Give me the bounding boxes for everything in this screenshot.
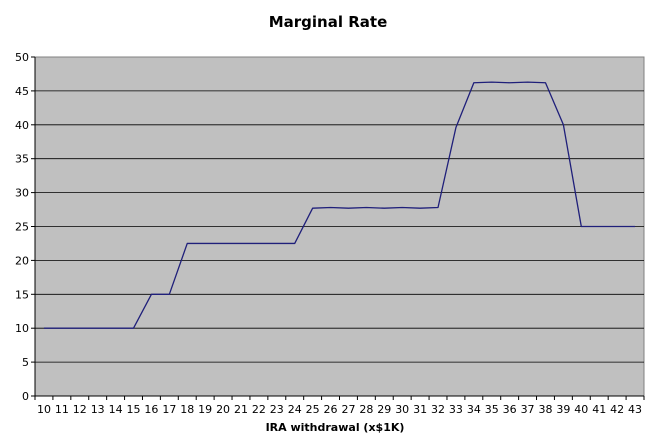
- x-tick-label: 38: [538, 403, 552, 416]
- x-tick-label: 15: [127, 403, 141, 416]
- x-tick-label: 41: [592, 403, 606, 416]
- x-tick-label: 27: [341, 403, 355, 416]
- x-tick-label: 28: [359, 403, 373, 416]
- x-tick-label: 26: [324, 403, 338, 416]
- y-tick-label: 35: [15, 153, 29, 166]
- x-tick-label: 40: [574, 403, 588, 416]
- x-axis-label: IRA withdrawal (x$1K): [266, 421, 405, 434]
- y-tick-label: 20: [15, 254, 29, 267]
- x-tick-label: 34: [467, 403, 481, 416]
- x-tick-label: 22: [252, 403, 266, 416]
- x-tick-label: 35: [485, 403, 499, 416]
- x-tick-label: 42: [610, 403, 624, 416]
- x-tick-label: 24: [288, 403, 302, 416]
- y-axis-ticks: 0 5 10 15 20 25 30 35 40 45 50: [15, 51, 36, 403]
- x-tick-label: 36: [503, 403, 517, 416]
- y-tick-label: 10: [15, 322, 29, 335]
- x-tick-label: 33: [449, 403, 463, 416]
- y-tick-label: 40: [15, 119, 29, 132]
- x-tick-label: 11: [55, 403, 69, 416]
- y-tick-label: 30: [15, 187, 29, 200]
- x-axis-ticks: 10 11 12 13 14 15 16 17 18 19 20 21 22 23 24 25 26 27 28 29…: [34, 395, 645, 416]
- x-tick-label: 31: [413, 403, 427, 416]
- x-tick-label: 12: [73, 403, 87, 416]
- series-line: [43, 81, 636, 329]
- gridlines: [35, 90, 644, 363]
- x-tick-label: 18: [180, 403, 194, 416]
- x-tick-label: 29: [377, 403, 391, 416]
- y-tick-label: 50: [15, 51, 29, 64]
- y-tick-label: 5: [22, 356, 29, 369]
- x-tick-label: 25: [306, 403, 320, 416]
- y-tick-label: 0: [22, 390, 29, 403]
- x-tick-label: 16: [144, 403, 158, 416]
- chart-title: Marginal Rate: [269, 13, 388, 31]
- series-layer: [43, 81, 636, 329]
- x-tick-label: 39: [556, 403, 570, 416]
- y-tick-label: 25: [15, 221, 29, 234]
- x-tick-label: 19: [198, 403, 212, 416]
- y-tick-label: 45: [15, 85, 29, 98]
- x-tick-label: 17: [162, 403, 176, 416]
- x-tick-label: 37: [521, 403, 535, 416]
- x-tick-label: 10: [37, 403, 51, 416]
- x-tick-label: 20: [216, 403, 230, 416]
- x-tick-label: 21: [234, 403, 248, 416]
- x-tick-label: 30: [395, 403, 409, 416]
- x-tick-label: 32: [431, 403, 445, 416]
- x-tick-label: 23: [270, 403, 284, 416]
- x-tick-label: 14: [109, 403, 123, 416]
- y-tick-label: 15: [15, 288, 29, 301]
- x-tick-label: 13: [91, 403, 105, 416]
- x-tick-label: 43: [628, 403, 642, 416]
